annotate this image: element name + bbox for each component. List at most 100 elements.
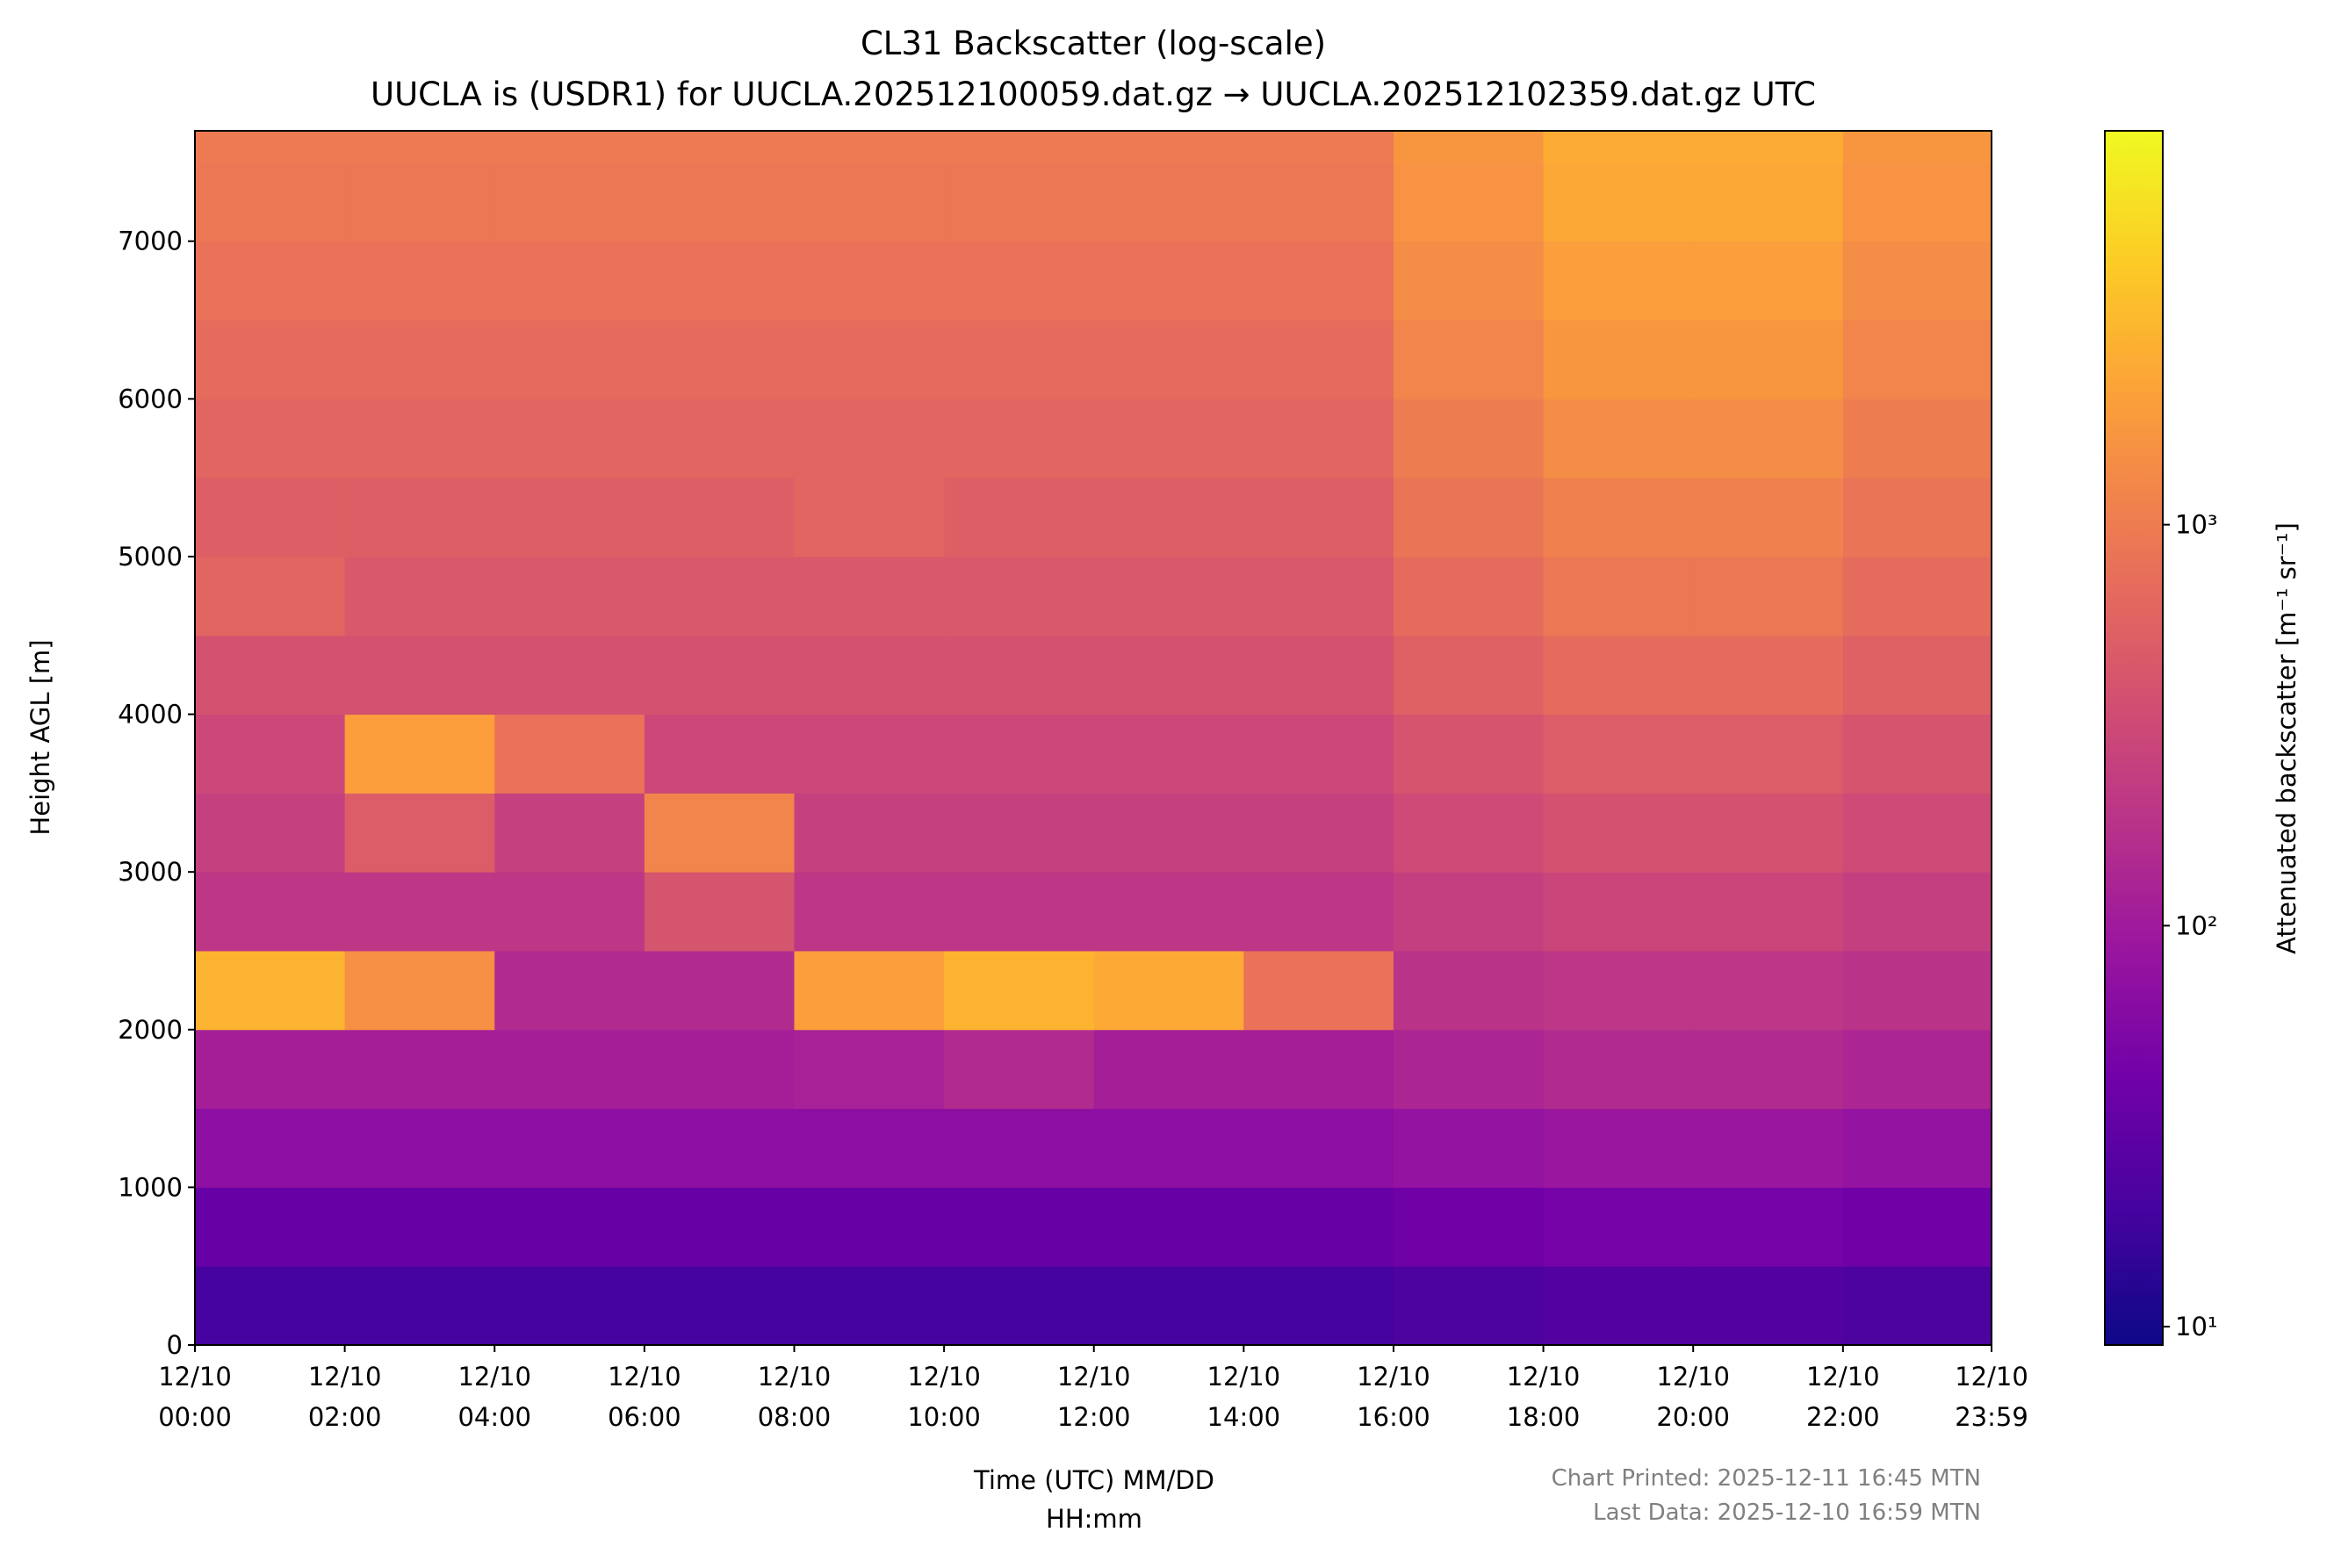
heatmap-cell xyxy=(344,478,495,557)
heatmap-cell xyxy=(1393,1266,1545,1346)
heatmap-cell xyxy=(1093,793,1244,873)
footnote: Last Data: 2025-12-10 16:59 MTN xyxy=(1593,1500,1981,1526)
x-tick-label: 14:00 xyxy=(1207,1402,1281,1432)
x-tick-label: 00:00 xyxy=(158,1402,232,1432)
heatmap-cell xyxy=(644,793,795,873)
heatmap-cell xyxy=(1393,1108,1545,1188)
heatmap-cell xyxy=(1093,1108,1244,1188)
y-tick-label: 2000 xyxy=(118,1015,183,1045)
heatmap-cell xyxy=(944,1029,1095,1110)
heatmap-cell xyxy=(794,1266,945,1346)
heatmap-cell xyxy=(1393,793,1545,873)
heatmap-cell xyxy=(195,1266,346,1346)
heatmap-cell xyxy=(1543,556,1694,637)
heatmap-cell xyxy=(1093,399,1244,478)
x-tick-label: 02:00 xyxy=(308,1402,382,1432)
heatmap-cell xyxy=(195,714,346,794)
heatmap-cell xyxy=(794,872,945,952)
heatmap-cell xyxy=(1543,793,1694,873)
x-tick-label: 08:00 xyxy=(758,1402,832,1432)
heatmap-cell xyxy=(1243,872,1394,952)
heatmap-cell xyxy=(1842,1029,1992,1110)
heatmap-cell xyxy=(1842,556,1992,637)
chart-subtitle: UUCLA is (USDR1) for UUCLA.202512100059.… xyxy=(371,76,1816,113)
x-tick-label: 12:00 xyxy=(1057,1402,1131,1432)
heatmap-cell xyxy=(494,320,645,399)
heatmap-cell xyxy=(494,950,645,1031)
heatmap-cell xyxy=(1393,1187,1545,1267)
heatmap-cell xyxy=(1093,320,1244,399)
heatmap-cell xyxy=(794,950,945,1031)
heatmap-cell xyxy=(944,556,1095,637)
heatmap-cell xyxy=(195,1029,346,1110)
heatmap-cell xyxy=(344,950,495,1031)
heatmap-cell xyxy=(1842,162,1992,242)
heatmap-cell xyxy=(1693,635,1844,716)
heatmap-cell xyxy=(794,1108,945,1188)
heatmap-cell xyxy=(944,162,1095,242)
heatmap-cell xyxy=(195,320,346,399)
heatmap-cell xyxy=(344,1187,495,1267)
heatmap-cell xyxy=(1842,635,1992,716)
heatmap-cell xyxy=(494,1266,645,1346)
heatmap-cell xyxy=(344,320,495,399)
heatmap-cell xyxy=(794,1187,945,1267)
colorbar-tick-label: 10³ xyxy=(2175,510,2218,540)
heatmap-cell xyxy=(344,162,495,242)
heatmap-cell xyxy=(944,131,1095,163)
heatmap-cell xyxy=(344,556,495,637)
heatmap-cell xyxy=(1243,1108,1394,1188)
heatmap-cell xyxy=(494,478,645,557)
heatmap-cell xyxy=(1543,1108,1694,1188)
x-tick-label: 04:00 xyxy=(457,1402,531,1432)
heatmap-cell xyxy=(1842,478,1992,557)
heatmap-cell xyxy=(1543,1266,1694,1346)
heatmap-cell xyxy=(794,1029,945,1110)
heatmap-cell xyxy=(494,1029,645,1110)
heatmap-cell xyxy=(644,162,795,242)
heatmap-cell xyxy=(195,241,346,321)
heatmap-cell xyxy=(1693,1108,1844,1188)
heatmap-cell xyxy=(1693,950,1844,1031)
heatmap-cell xyxy=(344,1029,495,1110)
heatmap-cell xyxy=(1842,793,1992,873)
heatmap-cell xyxy=(1393,950,1545,1031)
heatmap-cell xyxy=(1543,635,1694,716)
heatmap-cell xyxy=(644,1108,795,1188)
heatmap-cell xyxy=(1693,1266,1844,1346)
y-tick-label: 1000 xyxy=(118,1172,183,1202)
heatmap-cell xyxy=(1693,320,1844,399)
colorbar xyxy=(2104,130,2164,1346)
heatmap-cell xyxy=(944,714,1095,794)
x-tick-label: 22:00 xyxy=(1806,1402,1880,1432)
heatmap-cell xyxy=(494,162,645,242)
heatmap-cell xyxy=(1842,399,1992,478)
heatmap-cell xyxy=(344,241,495,321)
heatmap-cell xyxy=(494,635,645,716)
heatmap-cell xyxy=(794,478,945,557)
heatmap-cell xyxy=(1093,131,1244,163)
heatmap-cell xyxy=(1842,1266,1992,1346)
heatmap-cell xyxy=(1693,162,1844,242)
heatmap-cell xyxy=(944,793,1095,873)
heatmap-cell xyxy=(1693,241,1844,321)
heatmap-cell xyxy=(1543,1029,1694,1110)
heatmap-cell xyxy=(944,1266,1095,1346)
heatmap-cell xyxy=(1093,872,1244,952)
heatmap-cell xyxy=(1093,1029,1244,1110)
heatmap-cell xyxy=(1393,131,1545,163)
heatmap-cell xyxy=(644,1266,795,1346)
heatmap-cell xyxy=(1243,793,1394,873)
heatmap-cell xyxy=(195,950,346,1031)
heatmap-cell xyxy=(195,131,346,163)
heatmap-cell xyxy=(1693,1187,1844,1267)
heatmap-cell xyxy=(1093,950,1244,1031)
heatmap-cell xyxy=(1543,320,1694,399)
heatmap-cell xyxy=(1393,714,1545,794)
heatmap-cell xyxy=(1693,793,1844,873)
colorbar-tick-label: 10² xyxy=(2175,910,2218,940)
heatmap-cell xyxy=(944,241,1095,321)
heatmap-cell xyxy=(494,241,645,321)
heatmap-cell xyxy=(1842,714,1992,794)
